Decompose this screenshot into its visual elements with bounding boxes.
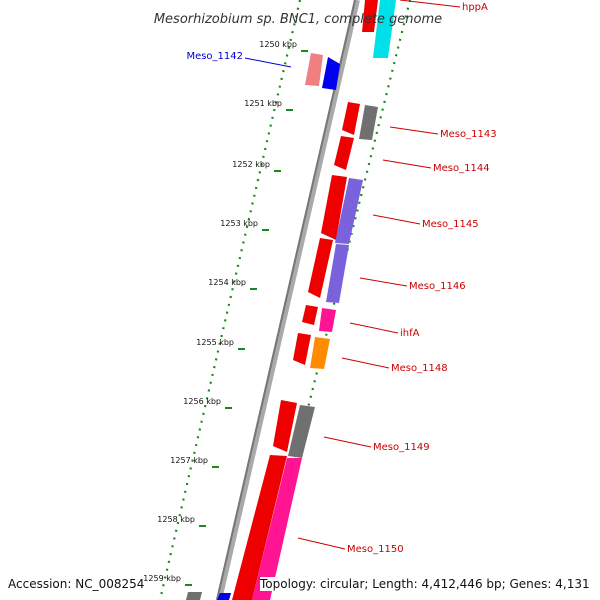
gene-label[interactable]: Meso_1145 — [422, 219, 479, 230]
gene-meso1149-red[interactable] — [273, 400, 297, 452]
kbp-tick-label: 1252 kbp — [232, 160, 270, 169]
gene-leader-line — [372, 214, 421, 225]
gene-label[interactable]: Meso_1150 — [347, 544, 404, 555]
kbp-tick-label: 1259 kbp — [143, 574, 181, 583]
gene-leader-line — [244, 57, 292, 68]
kbp-tick-label: 1250 kbp — [259, 40, 297, 49]
backbone — [216, 0, 360, 600]
gene-leader-line — [399, 0, 461, 8]
outer-ring-dots — [158, 0, 412, 600]
gene-label[interactable]: hppA — [462, 2, 488, 13]
gene-meso1150-red[interactable] — [232, 455, 287, 600]
kbp-tick-label: 1257 kbp — [170, 456, 208, 465]
kbp-tick-label: 1256 kbp — [183, 397, 221, 406]
gene-leader-line — [382, 159, 432, 169]
gene-leader-line — [323, 436, 372, 448]
footer-accession: Accession: NC_008254 — [8, 577, 145, 591]
gene-leader-line — [349, 322, 399, 334]
gene-ihfA-magenta[interactable] — [319, 308, 336, 332]
kbp-tick-label: 1258 kbp — [157, 515, 195, 524]
gene-label[interactable]: ihfA — [400, 328, 420, 339]
footer-topology: Topology: circular; Length: 4,412,446 bp… — [260, 577, 590, 591]
gene-leader-line — [389, 126, 439, 135]
gene-label[interactable]: Meso_1149 — [373, 442, 430, 453]
genome-title: Mesorhizobium sp. BNC1, complete genome — [154, 12, 442, 27]
gene-meso1146-red[interactable] — [308, 238, 333, 298]
gene-label[interactable]: Meso_1142 — [186, 51, 243, 62]
gene-features — [186, 0, 396, 600]
gene-label[interactable]: Meso_1144 — [433, 163, 490, 174]
gene-ihfA-red[interactable] — [302, 305, 318, 325]
gene-meso1149-grey[interactable] — [288, 405, 315, 458]
gene-hppA-cyan[interactable] — [373, 0, 396, 58]
gene-meso1145-purple[interactable] — [335, 178, 363, 244]
gene-hppA-arrow[interactable] — [362, 0, 378, 32]
gene-meso1150-magenta[interactable] — [252, 458, 302, 600]
gene-meso1148-orange[interactable] — [310, 337, 330, 369]
kbp-tick-label: 1254 kbp — [208, 278, 246, 287]
gene-meso1143-red[interactable] — [342, 102, 360, 135]
gene-meso1151-grey[interactable] — [186, 592, 202, 600]
gene-leader-line — [297, 537, 346, 550]
kbp-tick-label: 1255 kbp — [196, 338, 234, 347]
gene-label[interactable]: Meso_1146 — [409, 281, 466, 292]
gene-labels: hppA Meso_1142 Meso_1143 Meso_1144 Meso_1145… — [186, 0, 497, 555]
gene-meso1142-pink[interactable] — [305, 53, 323, 86]
gene-meso1142-blue[interactable] — [322, 57, 340, 90]
gene-leader-line — [341, 357, 390, 369]
gene-meso1151-blue[interactable] — [217, 593, 231, 600]
gene-leader-line — [359, 277, 408, 287]
gene-meso1145-red[interactable] — [321, 175, 347, 240]
kbp-ticks: 1250 kbp 1251 kbp 1252 kbp 1253 kbp 1254 kbp… — [143, 40, 308, 586]
gene-label[interactable]: Meso_1148 — [391, 363, 448, 374]
gene-meso1144-red[interactable] — [334, 136, 354, 170]
gene-meso1143-grey[interactable] — [359, 105, 378, 140]
gene-label[interactable]: Meso_1143 — [440, 129, 497, 140]
kbp-tick-label: 1251 kbp — [244, 99, 282, 108]
kbp-tick-label: 1253 kbp — [220, 219, 258, 228]
gene-meso1148-red[interactable] — [293, 333, 311, 365]
gene-meso1146-purple[interactable] — [326, 244, 349, 303]
